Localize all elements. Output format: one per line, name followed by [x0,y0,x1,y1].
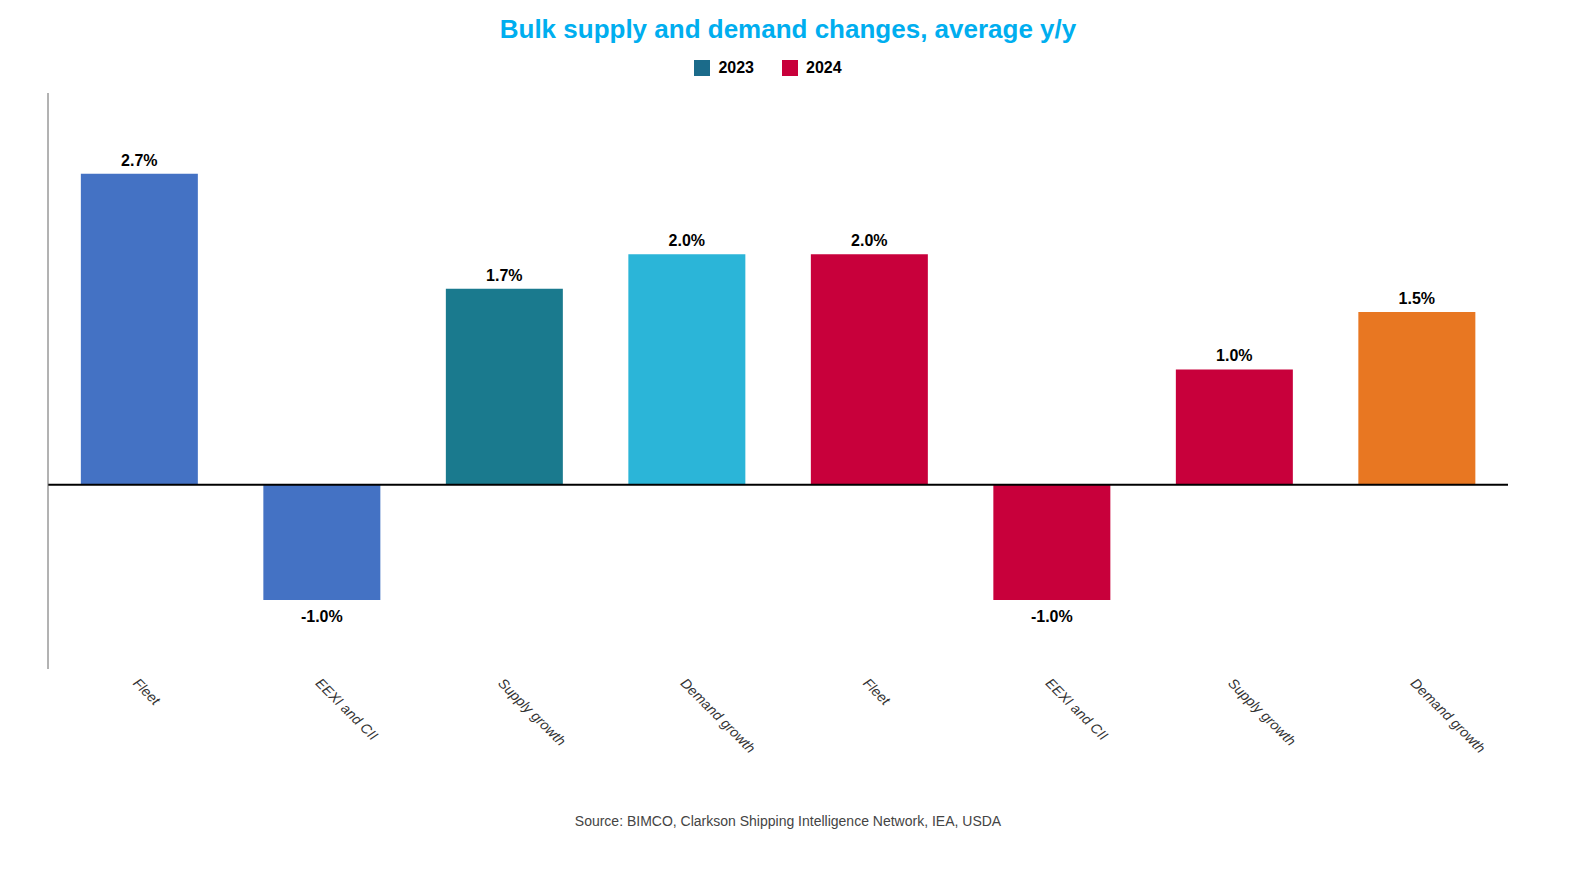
svg-text:1.0%: 1.0% [1216,347,1252,364]
svg-text:Demand growth: Demand growth [1408,675,1489,756]
svg-text:2.7%: 2.7% [121,152,157,169]
html-text:2024: 2024 [806,59,842,76]
svg-text:-1.0%: -1.0% [301,608,343,625]
svg-text:2.0%: 2.0% [851,232,887,249]
svg-text:-1.0%: -1.0% [1031,608,1073,625]
svg-text:Fleet: Fleet [860,675,894,709]
svg-text:Supply growth: Supply growth [495,675,569,749]
svg-text:Fleet: Fleet [130,675,164,709]
html-text:2023: 2023 [718,59,754,76]
html-text:Bulk supply and demand changes: Bulk supply and demand changes, average … [499,14,1077,44]
svg-text:EEXI and CII: EEXI and CII [1043,675,1112,744]
svg-text:2.0%: 2.0% [669,232,705,249]
html-text:Source: BIMCO, Clarkson Shippi: Source: BIMCO, Clarkson Shipping Intelli… [574,813,1002,829]
svg-text:Supply growth: Supply growth [1225,675,1299,749]
svg-text:Demand growth: Demand growth [678,675,759,756]
svg-text:EEXI and CII: EEXI and CII [313,675,382,744]
svg-text:1.5%: 1.5% [1399,290,1435,307]
svg-text:1.7%: 1.7% [486,267,522,284]
